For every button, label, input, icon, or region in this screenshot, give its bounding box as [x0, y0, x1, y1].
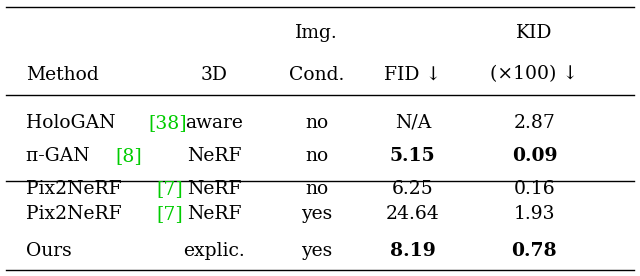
Text: explic.: explic. — [184, 242, 245, 260]
Text: [38]: [38] — [149, 114, 188, 132]
Text: yes: yes — [301, 242, 332, 260]
Text: 0.78: 0.78 — [511, 242, 557, 260]
Text: Method: Method — [26, 65, 99, 84]
Text: 5.15: 5.15 — [390, 147, 436, 165]
Text: [7]: [7] — [157, 205, 184, 223]
Text: (×100) ↓: (×100) ↓ — [490, 65, 579, 84]
Text: 0.16: 0.16 — [513, 180, 556, 198]
Text: 2.87: 2.87 — [513, 114, 556, 132]
Text: 6.25: 6.25 — [392, 180, 434, 198]
Text: 1.93: 1.93 — [514, 205, 555, 223]
Text: no: no — [305, 147, 328, 165]
Text: π-GAN: π-GAN — [26, 147, 95, 165]
Text: [8]: [8] — [115, 147, 142, 165]
Text: no: no — [305, 180, 328, 198]
Text: Cond.: Cond. — [289, 65, 344, 84]
Text: aware: aware — [186, 114, 243, 132]
Text: N/A: N/A — [395, 114, 431, 132]
Text: 8.19: 8.19 — [390, 242, 436, 260]
Text: FID ↓: FID ↓ — [384, 65, 442, 84]
Text: Pix2NeRF: Pix2NeRF — [26, 180, 127, 198]
Text: Ours: Ours — [26, 242, 71, 260]
Text: NeRF: NeRF — [187, 147, 242, 165]
Text: yes: yes — [301, 205, 332, 223]
Text: HoloGAN: HoloGAN — [26, 114, 121, 132]
Text: NeRF: NeRF — [187, 180, 242, 198]
Text: 0.09: 0.09 — [511, 147, 557, 165]
Text: 3D: 3D — [201, 65, 228, 84]
Text: KID: KID — [516, 24, 553, 42]
Text: NeRF: NeRF — [187, 205, 242, 223]
Text: [7]: [7] — [157, 180, 184, 198]
Text: Pix2NeRF: Pix2NeRF — [26, 205, 127, 223]
Text: Img.: Img. — [296, 24, 338, 42]
Text: 24.64: 24.64 — [386, 205, 440, 223]
Text: no: no — [305, 114, 328, 132]
